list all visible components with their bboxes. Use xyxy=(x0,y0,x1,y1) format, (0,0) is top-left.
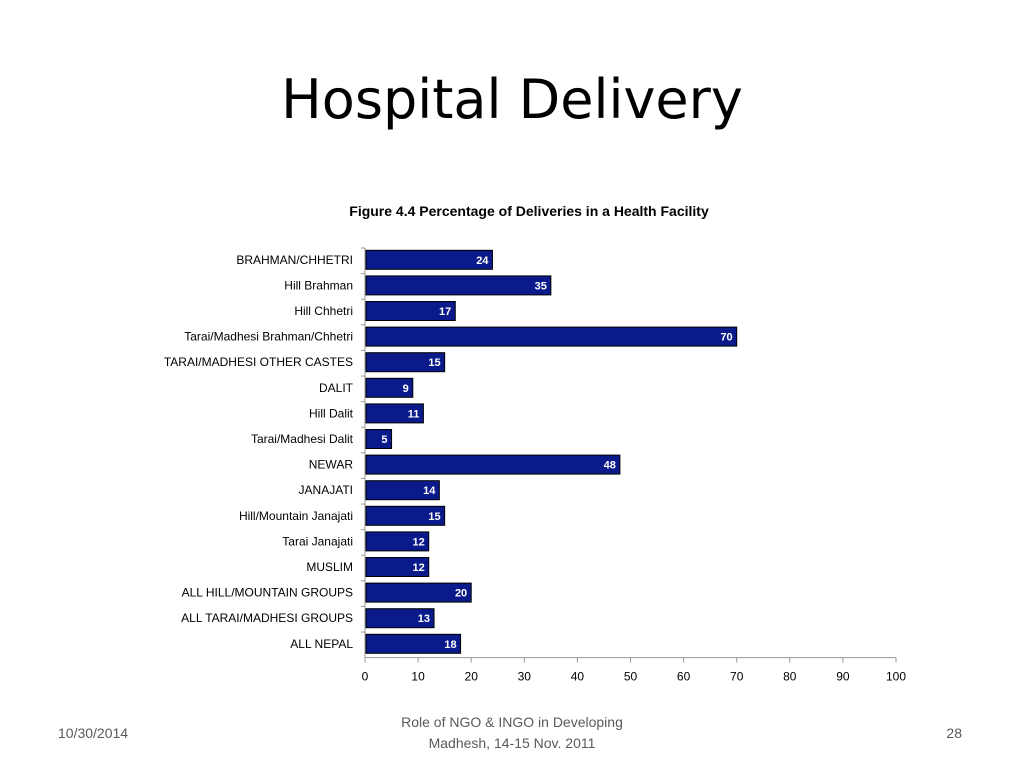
bar-value-label-2: 17 xyxy=(439,306,451,318)
bar-value-label-5: 9 xyxy=(403,383,409,395)
bar-4 xyxy=(365,352,446,373)
bar-10 xyxy=(365,505,446,526)
bar-7 xyxy=(365,429,393,449)
bar-12 xyxy=(365,557,430,577)
category-label-2: Hill Chhetri xyxy=(294,304,353,318)
bar-value-label-12: 12 xyxy=(412,562,424,574)
chart-title: Figure 4.4 Percentage of Deliveries in a… xyxy=(349,203,709,219)
slide-title: Hospital Delivery xyxy=(281,68,743,131)
bar-value-label-1: 35 xyxy=(535,280,547,292)
x-tick-label-2: 20 xyxy=(465,670,479,684)
bar-0 xyxy=(365,249,493,270)
x-tick-label-7: 70 xyxy=(730,670,744,684)
x-tick-label-5: 50 xyxy=(624,670,638,684)
bar-2 xyxy=(365,301,456,321)
category-label-5: DALIT xyxy=(319,381,354,395)
category-label-13: ALL HILL/MOUNTAIN GROUPS xyxy=(182,586,353,600)
bar-value-label-10: 15 xyxy=(428,511,440,523)
bar-13 xyxy=(365,582,472,603)
x-tick-label-10: 100 xyxy=(886,670,906,684)
category-label-14: ALL TARAI/MADHESI GROUPS xyxy=(181,611,353,625)
x-tick-label-1: 10 xyxy=(411,670,425,684)
bar-value-label-11: 12 xyxy=(412,536,424,548)
bar-value-label-8: 48 xyxy=(604,460,616,472)
category-label-9: JANAJATI xyxy=(299,483,353,497)
bar-value-label-13: 20 xyxy=(455,588,467,600)
category-label-15: ALL NEPAL xyxy=(290,637,353,651)
x-tick-label-3: 30 xyxy=(518,670,532,684)
category-label-1: Hill Brahman xyxy=(284,278,353,292)
footer-center-line2: Madhesh, 14-15 Nov. 2011 xyxy=(428,735,596,751)
x-tick-label-0: 0 xyxy=(362,670,369,684)
category-label-8: NEWAR xyxy=(309,458,354,472)
bar-11 xyxy=(365,531,430,552)
bar-8 xyxy=(365,454,621,475)
x-tick-label-8: 80 xyxy=(783,670,797,684)
x-tick-label-6: 60 xyxy=(677,670,691,684)
category-label-3: Tarai/Madhesi Brahman/Chhetri xyxy=(184,330,353,344)
footer-center-text: Role of NGO & INGO in Developing Madhesh… xyxy=(360,712,664,754)
bar-value-label-7: 5 xyxy=(381,434,387,446)
bar-15 xyxy=(365,633,462,654)
bar-value-label-6: 11 xyxy=(408,408,420,420)
bar-value-label-15: 18 xyxy=(444,639,456,651)
bar-1 xyxy=(365,275,552,296)
footer-page-number: 28 xyxy=(946,725,962,741)
category-label-6: Hill Dalit xyxy=(309,406,354,420)
category-label-4: TARAI/MADHESI OTHER CASTES xyxy=(164,355,353,369)
bar-value-label-14: 13 xyxy=(418,613,430,625)
footer-center-line1: Role of NGO & INGO in Developing xyxy=(401,714,623,730)
bar-14 xyxy=(365,608,435,629)
category-label-10: Hill/Mountain Janajati xyxy=(239,509,353,523)
x-tick-label-9: 90 xyxy=(836,670,850,684)
bar-5 xyxy=(365,377,414,398)
bar-value-label-3: 70 xyxy=(720,332,732,344)
bar-value-label-0: 24 xyxy=(476,255,489,267)
bar-3 xyxy=(365,326,738,347)
bar-9 xyxy=(365,480,440,501)
footer-date: 10/30/2014 xyxy=(58,725,129,741)
category-label-11: Tarai Janajati xyxy=(282,534,353,548)
category-label-7: Tarai/Madhesi Dalit xyxy=(251,432,354,446)
bar-6 xyxy=(365,403,424,424)
category-label-0: BRAHMAN/CHHETRI xyxy=(236,253,353,267)
category-label-12: MUSLIM xyxy=(306,560,353,574)
bar-value-label-9: 14 xyxy=(423,485,436,497)
bar-value-label-4: 15 xyxy=(428,357,440,369)
x-tick-label-4: 40 xyxy=(571,670,585,684)
